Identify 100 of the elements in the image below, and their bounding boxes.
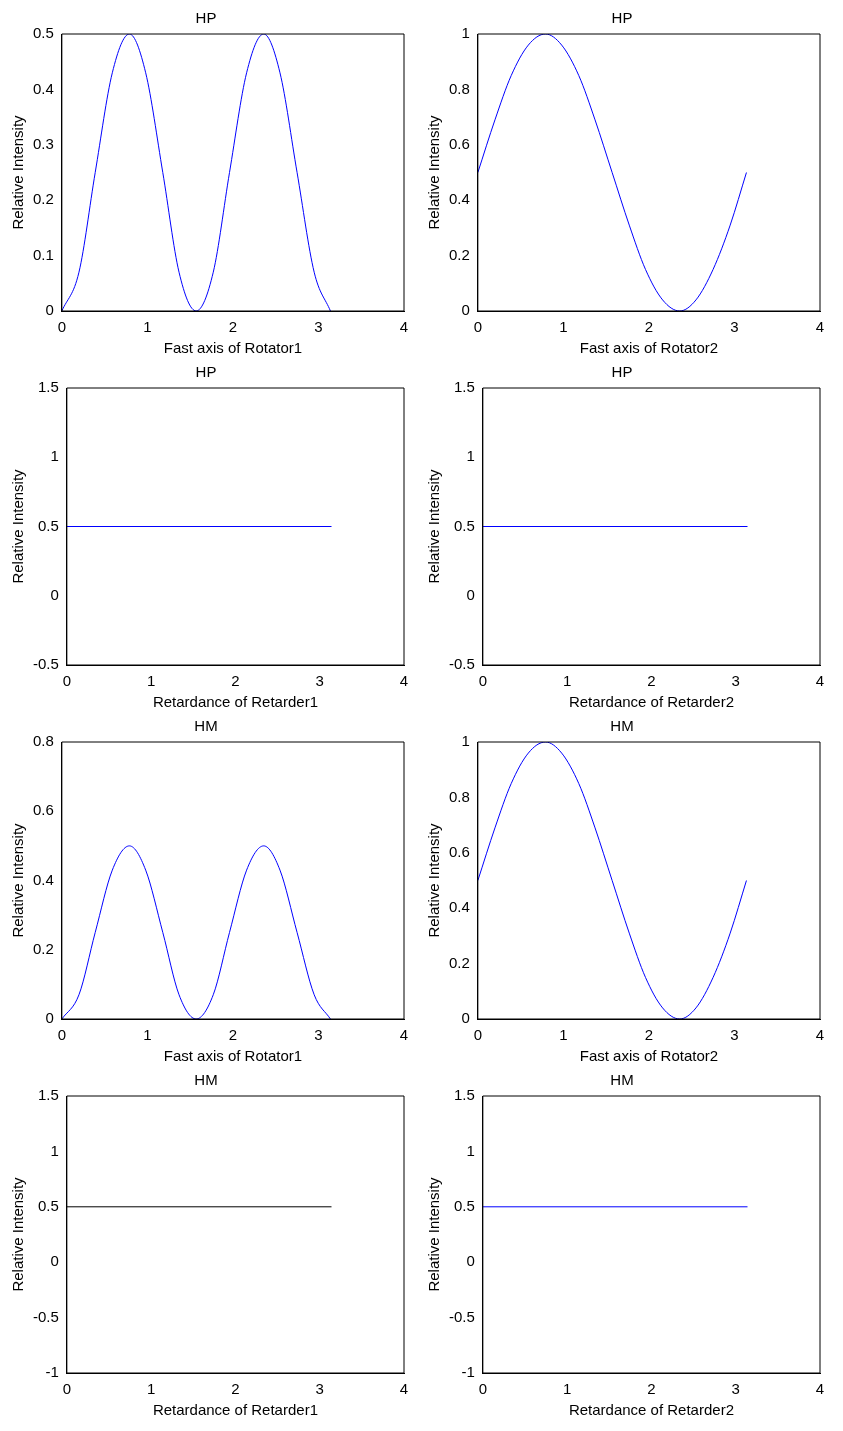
y-tick-label: 0 [50,1252,59,1270]
y-tick-label: 1 [466,447,475,465]
y-tick-label: 0.2 [448,245,470,263]
y-tick-label: 1.5 [453,378,475,396]
x-tick-label: 1 [562,1380,572,1398]
x-tick-label: 2 [228,1026,238,1044]
chart-title: HP [611,363,633,381]
x-tick-label: 4 [815,672,825,690]
y-tick-label: 0.6 [448,134,470,152]
x-axis-title: Fast axis of Rotator1 [163,339,303,357]
y-tick-label: 0.8 [448,787,470,805]
x-tick-label: 4 [399,672,409,690]
x-tick-label: 0 [478,1380,488,1398]
y-tick-label: 0.2 [32,190,54,208]
y-tick-label: 0 [45,301,54,319]
x-tick-label: 2 [231,1380,240,1398]
x-tick-label: 3 [730,1026,739,1044]
x-tick-label: 2 [231,672,240,690]
x-tick-label: 4 [815,1026,825,1044]
y-tick-label: 1.5 [37,378,59,396]
chart-title: HP [195,363,217,381]
x-tick-label: 3 [731,1380,740,1398]
x-tick-label: 2 [647,1380,656,1398]
line-series [61,845,331,1019]
x-tick-label: 0 [478,672,488,690]
x-tick-label: 0 [62,1380,72,1398]
x-tick-label: 1 [143,1026,152,1044]
y-tick-label: 0.5 [32,24,54,42]
y-tick-label: 0.4 [32,870,54,888]
x-tick-label: 2 [647,672,656,690]
y-tick-label: 0.3 [32,134,54,152]
y-tick-label: 0 [45,1009,54,1027]
y-tick-label: 0.2 [448,953,470,971]
y-axis-title: Relative Intensity [9,114,27,230]
y-tick-label: 0.6 [448,842,470,860]
y-tick-label: 0.4 [32,79,54,97]
y-tick-label: -0.5 [32,1307,59,1325]
y-tick-label: 0.4 [448,190,470,208]
y-axis-title: Relative Intensity [425,468,443,584]
x-tick-label: 4 [399,318,409,336]
chart-title: HM [194,717,218,735]
chart-title: HP [611,9,633,27]
y-axis-title: Relative Intensity [425,1176,443,1292]
y-tick-label: 1 [466,1141,475,1159]
x-axis-title: Retardance of Retarder1 [152,1401,318,1419]
y-axis-title: Relative Intensity [9,822,27,938]
y-tick-label: 0.5 [453,1196,475,1214]
x-tick-label: 4 [399,1380,409,1398]
x-tick-label: 4 [815,318,825,336]
x-tick-label: 1 [146,1380,156,1398]
x-axis-title: Fast axis of Rotator2 [579,339,719,357]
x-tick-label: 3 [315,672,324,690]
y-tick-label: 0.8 [448,79,470,97]
y-tick-label: 1 [50,447,59,465]
y-tick-label: 0 [466,585,475,603]
x-tick-label: 2 [644,1026,654,1044]
x-tick-label: 4 [815,1380,825,1398]
y-tick-label: 0.5 [37,516,59,534]
x-tick-label: 0 [62,672,72,690]
y-axis-title: Relative Intensity [9,1176,27,1292]
y-tick-label: 0.5 [453,516,475,534]
y-tick-label: 1.5 [37,1086,59,1104]
x-axis-title: Retardance of Retarder2 [568,1401,734,1419]
y-tick-label: -1 [461,1363,475,1381]
chart-title: HM [610,717,634,735]
chart-title: HM [610,1071,634,1089]
y-axis-title: Relative Intensity [425,822,443,938]
x-tick-label: 2 [644,318,654,336]
x-tick-label: 1 [559,318,568,336]
y-tick-label: 0 [461,301,470,319]
x-axis-title: Fast axis of Rotator1 [163,1047,303,1065]
y-tick-label: -0.5 [448,1307,475,1325]
y-tick-label: 0 [50,585,59,603]
y-tick-label: 1 [461,732,470,750]
x-tick-label: 1 [146,672,156,690]
y-tick-label: 1 [50,1141,59,1159]
chart-title: HP [195,9,217,27]
chart-title: HM [194,1071,218,1089]
x-tick-label: 3 [315,1380,324,1398]
y-tick-label: 0 [466,1252,475,1270]
y-tick-label: -1 [45,1363,59,1381]
y-tick-label: 1.5 [453,1086,475,1104]
y-tick-label: -0.5 [448,655,475,673]
y-tick-label: 1 [461,24,470,42]
y-tick-label: 0.8 [32,732,54,750]
y-tick-label: 0.4 [448,898,470,916]
y-tick-label: 0.1 [32,245,54,263]
y-tick-label: 0.2 [32,939,54,957]
y-axis-title: Relative Intensity [9,468,27,584]
x-tick-label: 1 [559,1026,568,1044]
x-axis-title: Retardance of Retarder2 [568,693,734,711]
y-tick-label: -0.5 [32,655,59,673]
x-tick-label: 3 [314,318,323,336]
y-axis-title: Relative Intensity [425,114,443,230]
x-tick-label: 1 [143,318,152,336]
x-tick-label: 2 [228,318,238,336]
x-axis-title: Retardance of Retarder1 [152,693,318,711]
y-tick-label: 0 [461,1009,470,1027]
x-tick-label: 4 [399,1026,409,1044]
x-tick-label: 3 [314,1026,323,1044]
